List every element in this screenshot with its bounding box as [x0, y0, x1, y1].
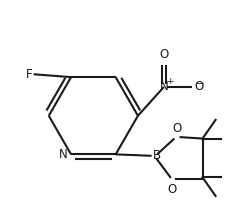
- Text: O: O: [159, 48, 168, 61]
- Text: −: −: [196, 79, 204, 88]
- Text: N: N: [160, 80, 169, 93]
- Text: N: N: [59, 148, 68, 161]
- Text: +: +: [166, 77, 174, 86]
- Text: O: O: [194, 81, 204, 94]
- Text: B: B: [152, 149, 160, 162]
- Text: F: F: [26, 68, 32, 81]
- Text: O: O: [168, 183, 177, 196]
- Text: O: O: [172, 122, 181, 135]
